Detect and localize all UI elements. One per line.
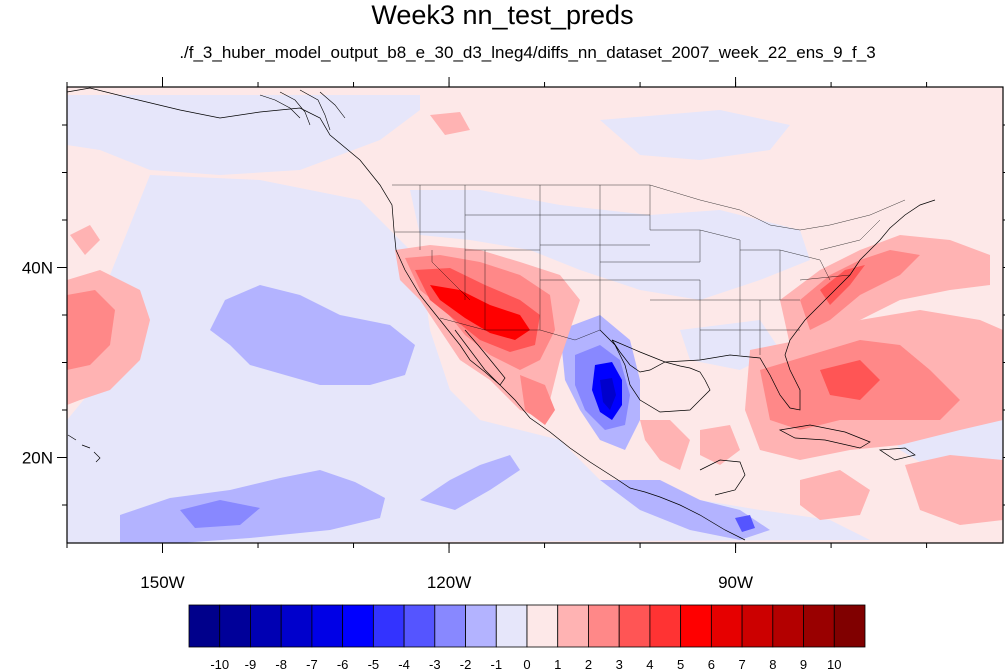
colorbar-label: 7: [738, 657, 745, 672]
colorbar-label: 10: [827, 657, 841, 672]
anomaly-region-neg2: [210, 285, 415, 385]
anomaly-region-neg1: [67, 175, 870, 543]
colorbar-box: [649, 604, 682, 648]
x-axis: 150W 120W 90W: [66, 77, 928, 592]
anomaly-region-neg3: [180, 500, 260, 528]
anomaly-region-pos3: [520, 375, 555, 425]
colorbar-label: 4: [646, 657, 653, 672]
anomaly-region-pos2: [800, 470, 870, 520]
x-tick-label: 90W: [718, 573, 753, 592]
colorbar-label: 8: [769, 657, 776, 672]
x-tick-label: 150W: [140, 573, 184, 592]
colorbar: -10 -9 -8 -7 -6 -5 -4 -3 -2 -1 0 1 2 3 4 5 6 7 8 9 10: [188, 604, 866, 672]
colorbar-box: [557, 604, 589, 648]
colorbar-box: [188, 604, 221, 648]
alaska-panhandle: [259, 89, 346, 131]
colorbar-box: [342, 604, 374, 648]
x-tick-label: 120W: [427, 573, 471, 592]
yucatan: [699, 459, 746, 496]
colorbar-label: -9: [245, 657, 257, 672]
colorbar-label: -8: [275, 657, 287, 672]
colorbar-box: [741, 604, 774, 648]
colorbar-label: 9: [800, 657, 807, 672]
anomaly-region-pos3: [67, 290, 115, 370]
anomaly-region-pos4: [820, 360, 880, 400]
colorbar-box: [710, 604, 743, 648]
colorbar-box: [680, 604, 712, 648]
colorbar-box: [618, 604, 651, 648]
colorbar-label: -5: [368, 657, 380, 672]
y-tick-label: 20N: [22, 449, 53, 468]
colorbar-label: 2: [585, 657, 592, 672]
colorbar-box: [526, 604, 559, 648]
plot-subtitle: ./f_3_huber_model_output_b8_e_30_d3_lneg…: [179, 43, 876, 62]
colorbar-label: -1: [490, 657, 502, 672]
baja-california: [454, 329, 506, 386]
colorbar-label: 6: [708, 657, 715, 672]
colorbar-label: -4: [398, 657, 410, 672]
anomaly-region-pos6: [430, 285, 530, 340]
us-gulf-east-coast: [611, 199, 936, 411]
anomaly-region-pos2: [430, 112, 470, 135]
y-axis: 40N 20N: [22, 124, 1005, 506]
alaska-panhandle-coast: [259, 89, 346, 131]
anomaly-region-pos4: [820, 265, 865, 305]
colorbar-label: 5: [677, 657, 684, 672]
colorbar-label: 1: [554, 657, 561, 672]
colorbar-box: [495, 604, 528, 648]
colorbar-label: -2: [460, 657, 472, 672]
anomaly-region-pos2: [70, 225, 100, 255]
anomaly-region-neg1: [67, 95, 420, 175]
coastlines: [67, 87, 936, 541]
map-panel: [67, 87, 1003, 543]
north-america-coast: [67, 87, 746, 541]
colorbar-label: -10: [210, 657, 229, 672]
anomaly-region-pos2: [640, 420, 690, 470]
colorbar-box: [803, 604, 835, 648]
colorbar-label: 3: [616, 657, 623, 672]
colorbar-box: [219, 604, 251, 648]
state-borders: [392, 184, 906, 360]
anomaly-region-pos3: [800, 250, 920, 330]
colorbar-label: -6: [337, 657, 349, 672]
colorbar-box: [833, 604, 866, 648]
colorbar-box: [372, 604, 405, 648]
anomaly-region-neg6: [600, 378, 616, 410]
state-lines-east: [699, 219, 881, 355]
hawaii: [67, 434, 101, 463]
anomaly-region-neg2: [600, 480, 770, 540]
anomaly-region-neg1: [600, 110, 790, 160]
colorbar-box: [280, 604, 313, 648]
plot-title: Week3 nn_test_preds: [371, 0, 634, 30]
y-tick-label: 40N: [22, 259, 53, 278]
colorbar-box: [311, 604, 344, 648]
colorbar-label: 0: [523, 657, 530, 672]
anomaly-region-pos2: [905, 455, 1003, 525]
anomaly-region-neg2: [420, 455, 520, 510]
anomaly-region-neg4: [735, 515, 755, 532]
colorbar-box: [588, 604, 620, 648]
gulf-coast: [599, 329, 711, 413]
hispaniola: [878, 447, 916, 461]
colorbar-box: [403, 604, 436, 648]
colorbar-box: [772, 604, 804, 648]
colorbar-label: -3: [429, 657, 441, 672]
anomaly-region-pos2: [700, 425, 740, 465]
us-canada-border: [392, 184, 906, 231]
colorbar-box: [465, 604, 497, 648]
colorbar-box: [250, 604, 282, 648]
colorbar-box: [434, 604, 466, 648]
cuba: [778, 424, 871, 449]
colorbar-label: -7: [306, 657, 318, 672]
